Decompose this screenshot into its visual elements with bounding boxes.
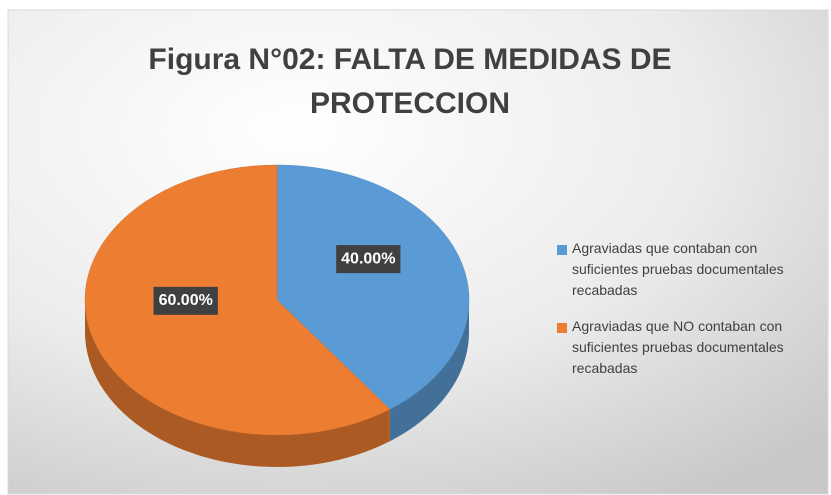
data-label: 60.00% (153, 286, 218, 315)
data-label-box (153, 286, 218, 315)
data-label-text: 60.00% (159, 292, 213, 309)
slice (276, 164, 470, 410)
data-label: 40.00% (336, 245, 401, 274)
legend-swatch (557, 245, 567, 255)
data-label-box (336, 245, 401, 274)
data-label-text: 40.00% (341, 250, 395, 267)
legend-swatch (557, 323, 567, 333)
slice-side (389, 300, 469, 442)
slice-side (85, 300, 390, 467)
chart-title: Figura N°02: FALTA DE MEDIDAS DE PROTECC… (148, 43, 672, 120)
slice (84, 164, 391, 436)
legend-label: Agraviadas que contaban con suficientes … (572, 240, 784, 298)
legend-label: Agraviadas que NO contaban con suficient… (572, 318, 784, 376)
